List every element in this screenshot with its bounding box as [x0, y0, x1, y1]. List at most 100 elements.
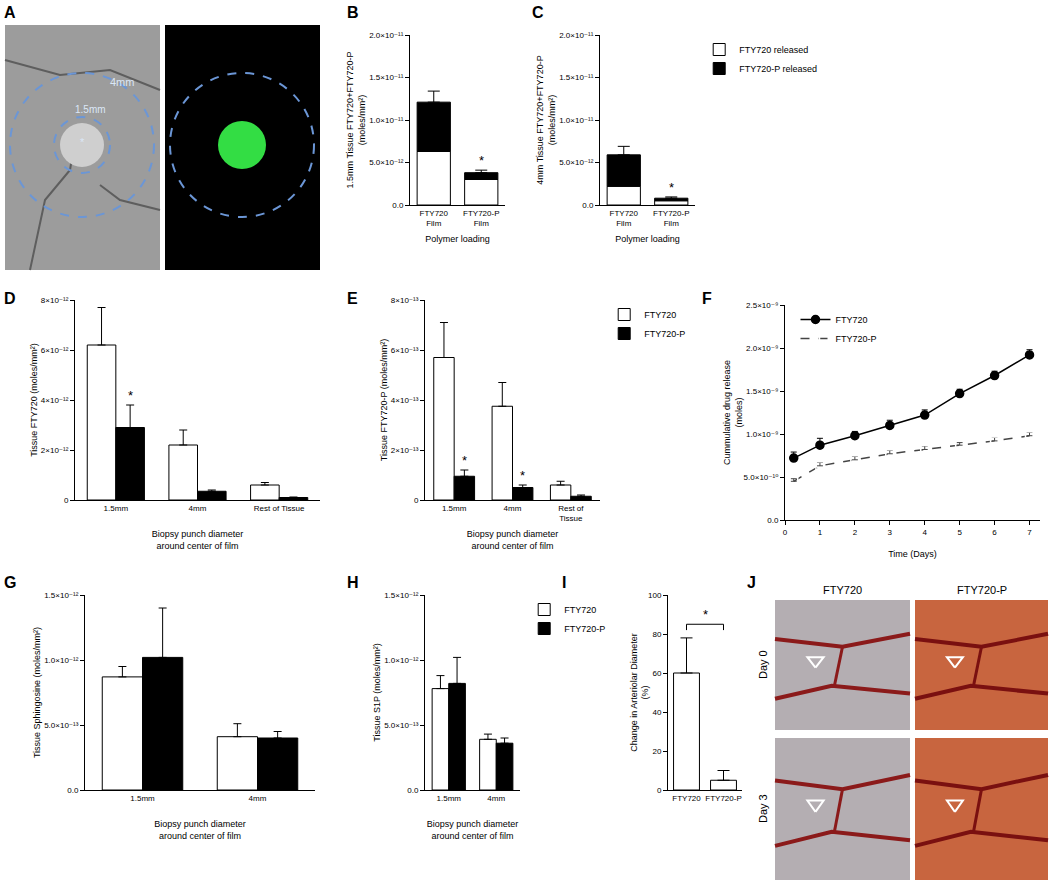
svg-text:A: A [4, 4, 16, 21]
svg-text:Cummulative drug release(moles: Cummulative drug release(moles) [722, 360, 744, 465]
svg-text:0.0: 0.0 [767, 516, 779, 525]
svg-text:Time (Days): Time (Days) [888, 549, 937, 559]
svg-text:*: * [479, 153, 484, 168]
svg-text:2×10⁻¹²: 2×10⁻¹² [41, 446, 69, 455]
svg-text:Tissue FTY720 (moles/mm²): Tissue FTY720 (moles/mm²) [29, 343, 39, 457]
svg-text:40: 40 [652, 708, 661, 717]
svg-text:FTY720-P: FTY720-P [705, 794, 741, 803]
svg-text:Polymer loading: Polymer loading [425, 234, 490, 244]
svg-text:5: 5 [957, 528, 962, 537]
svg-text:4×10⁻¹²: 4×10⁻¹² [41, 396, 69, 405]
svg-text:1.5mm: 1.5mm [130, 794, 155, 803]
svg-text:*: * [80, 136, 85, 148]
svg-text:FTY720Film: FTY720Film [610, 209, 639, 228]
svg-text:Rest ofTissue: Rest ofTissue [558, 504, 584, 523]
svg-text:5.0×10⁻¹⁰: 5.0×10⁻¹⁰ [744, 473, 779, 482]
svg-text:2.0×10⁻¹¹: 2.0×10⁻¹¹ [369, 31, 404, 40]
svg-text:2.5×10⁻⁹: 2.5×10⁻⁹ [746, 301, 778, 310]
svg-text:2: 2 [853, 528, 858, 537]
svg-text:1.5×10⁻¹¹: 1.5×10⁻¹¹ [559, 73, 594, 82]
svg-text:1.5×10⁻¹²: 1.5×10⁻¹² [44, 591, 79, 600]
svg-text:FTY720Film: FTY720Film [420, 209, 449, 228]
svg-text:FTY720-P released: FTY720-P released [739, 64, 817, 74]
svg-text:0.0: 0.0 [392, 201, 404, 210]
svg-text:*: * [669, 180, 674, 195]
svg-text:0: 0 [64, 496, 69, 505]
svg-text:1.5×10⁻¹¹: 1.5×10⁻¹¹ [369, 73, 404, 82]
svg-text:4mm: 4mm [110, 76, 134, 88]
svg-text:Biopsy punch diameteraround ce: Biopsy punch diameteraround center of fi… [427, 819, 519, 841]
svg-text:Tissue Sphingosine (moles/mm²): Tissue Sphingosine (moles/mm²) [32, 627, 42, 758]
svg-text:FTY720: FTY720 [823, 584, 862, 596]
svg-text:Change in Arteriolar Diameter(: Change in Arteriolar Diameter(%) [629, 633, 651, 752]
svg-text:E: E [347, 290, 358, 307]
svg-text:1.0×10⁻¹¹: 1.0×10⁻¹¹ [559, 116, 594, 125]
svg-text:FTY720-P: FTY720-P [836, 334, 877, 344]
svg-text:7: 7 [1027, 528, 1032, 537]
svg-text:B: B [347, 4, 359, 21]
svg-text:0.0: 0.0 [407, 786, 419, 795]
svg-text:Biopsy punch diameteraround ce: Biopsy punch diameteraround center of fi… [152, 529, 244, 551]
svg-text:5.0×10⁻¹²: 5.0×10⁻¹² [559, 158, 594, 167]
svg-text:0: 0 [783, 528, 788, 537]
svg-text:5.0×10⁻¹³: 5.0×10⁻¹³ [44, 721, 79, 730]
svg-text:0: 0 [657, 786, 662, 795]
svg-text:8×10⁻¹²: 8×10⁻¹² [41, 296, 69, 305]
svg-text:6×10⁻¹²: 6×10⁻¹² [41, 346, 69, 355]
svg-text:FTY720-P: FTY720-P [564, 624, 605, 634]
svg-text:FTY720-P: FTY720-P [957, 584, 1007, 596]
svg-text:FTY720 released: FTY720 released [739, 45, 808, 55]
svg-text:3: 3 [888, 528, 893, 537]
svg-text:C: C [532, 4, 544, 21]
svg-text:1.0×10⁻¹¹: 1.0×10⁻¹¹ [369, 116, 404, 125]
svg-text:0.0: 0.0 [67, 786, 79, 795]
svg-text:4mm: 4mm [189, 504, 207, 513]
svg-text:Day 0: Day 0 [757, 650, 769, 679]
svg-text:D: D [4, 290, 16, 307]
svg-text:1.0×10⁻¹²: 1.0×10⁻¹² [384, 656, 419, 665]
svg-text:Biopsy punch diameteraround ce: Biopsy punch diameteraround center of fi… [467, 529, 559, 551]
svg-text:6×10⁻¹³: 6×10⁻¹³ [391, 346, 419, 355]
svg-text:5.0×10⁻¹²: 5.0×10⁻¹² [369, 158, 404, 167]
svg-text:0: 0 [414, 496, 419, 505]
svg-text:*: * [462, 453, 467, 468]
svg-text:Tissue FTY720-P (moles/mm²): Tissue FTY720-P (moles/mm²) [379, 339, 389, 462]
svg-text:H: H [347, 574, 359, 591]
svg-text:80: 80 [652, 630, 661, 639]
svg-text:1: 1 [818, 528, 823, 537]
svg-text:4×10⁻¹³: 4×10⁻¹³ [391, 396, 419, 405]
svg-text:FTY720: FTY720 [564, 605, 596, 615]
svg-text:4mm: 4mm [504, 504, 522, 513]
svg-text:20: 20 [652, 747, 661, 756]
svg-text:4mm Tissue FTY720+FTY720-P(mol: 4mm Tissue FTY720+FTY720-P(moles/mm²) [535, 55, 557, 184]
svg-text:2×10⁻¹³: 2×10⁻¹³ [391, 446, 419, 455]
svg-text:FTY720-P: FTY720-P [644, 329, 685, 339]
svg-text:1.5×10⁻¹²: 1.5×10⁻¹² [384, 591, 419, 600]
svg-text:2.0×10⁻⁹: 2.0×10⁻⁹ [746, 344, 778, 353]
svg-text:Polymer loading: Polymer loading [615, 234, 680, 244]
svg-text:60: 60 [652, 669, 661, 678]
svg-text:4: 4 [923, 528, 928, 537]
svg-text:5.0×10⁻¹³: 5.0×10⁻¹³ [384, 721, 419, 730]
svg-text:*: * [128, 388, 133, 403]
svg-text:FTY720: FTY720 [644, 310, 676, 320]
svg-text:*: * [703, 607, 708, 622]
svg-text:8×10⁻¹³: 8×10⁻¹³ [391, 296, 419, 305]
svg-text:2.0×10⁻¹¹: 2.0×10⁻¹¹ [559, 31, 594, 40]
svg-text:*: * [520, 468, 525, 483]
svg-text:FTY720: FTY720 [672, 794, 701, 803]
svg-text:1.5mm: 1.5mm [442, 504, 467, 513]
svg-text:F: F [702, 290, 712, 307]
svg-text:FTY720: FTY720 [836, 315, 868, 325]
svg-text:0.0: 0.0 [582, 201, 594, 210]
svg-text:4mm: 4mm [487, 794, 505, 803]
svg-text:100: 100 [648, 591, 662, 600]
svg-text:Day 3: Day 3 [757, 794, 769, 823]
svg-text:I: I [562, 574, 566, 591]
svg-text:1.5mm: 1.5mm [75, 104, 106, 115]
svg-text:FTY720-PFilm: FTY720-PFilm [653, 209, 689, 228]
svg-text:Tissue S1P (moles/mm²): Tissue S1P (moles/mm²) [372, 643, 382, 742]
svg-text:4mm: 4mm [249, 794, 267, 803]
svg-text:1.0×10⁻¹²: 1.0×10⁻¹² [44, 656, 79, 665]
svg-text:1.5×10⁻⁹: 1.5×10⁻⁹ [746, 387, 778, 396]
